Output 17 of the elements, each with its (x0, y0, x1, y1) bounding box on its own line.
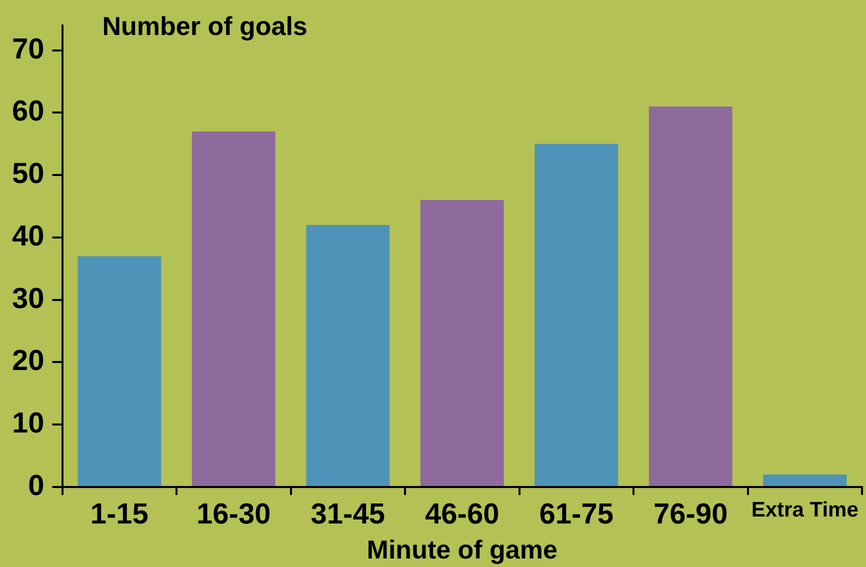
x-tick-label: 1-15 (90, 498, 148, 530)
y-axis-title: Number of goals (102, 11, 308, 42)
y-tick-label: 60 (12, 96, 44, 128)
x-tick-label: 46-60 (425, 498, 500, 530)
x-tick-label: Extra Time (751, 498, 858, 522)
y-tick-label: 10 (12, 408, 44, 440)
x-tick-label: 76-90 (654, 498, 728, 530)
x-axis-title: Minute of game (366, 534, 558, 565)
x-tick-label: 61-75 (539, 498, 614, 530)
y-tick-label: 50 (12, 158, 44, 190)
y-tick-label: 40 (12, 220, 44, 252)
x-tick-label: 31-45 (310, 498, 385, 530)
x-tick-label: 16-30 (196, 498, 271, 530)
y-tick-label: 0 (28, 470, 44, 502)
y-tick-label: 70 (12, 33, 44, 66)
y-tick-label: 30 (12, 282, 44, 315)
y-tick-label: 20 (12, 345, 44, 378)
